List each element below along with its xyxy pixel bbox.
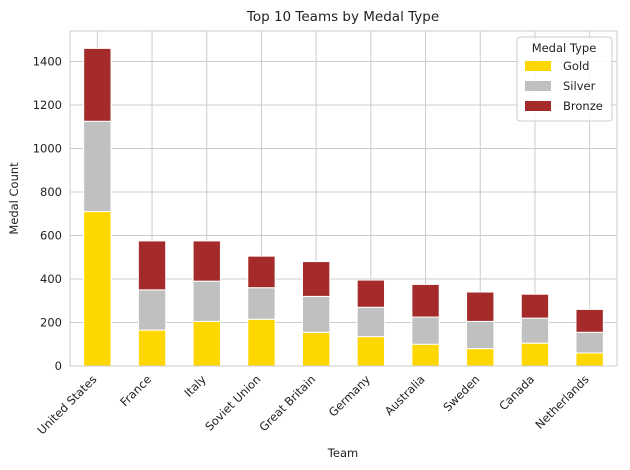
legend-swatch-bronze [525, 101, 551, 111]
bar-segment-gold [520, 342, 550, 367]
legend-box [516, 36, 613, 122]
y-tick-label: 600 [40, 228, 62, 242]
legend-swatch-silver [525, 81, 551, 91]
bar-segment-bronze [575, 308, 604, 333]
bar-segment-bronze [247, 255, 276, 289]
bar-segment-silver [411, 316, 440, 345]
bar-segment-silver [137, 289, 167, 331]
x-tick-label: Soviet Union [202, 372, 263, 433]
bar-segment-gold [575, 352, 604, 367]
legend-label: Bronze [563, 99, 603, 113]
bar-segment-bronze [137, 240, 167, 291]
bar-segment-silver [575, 331, 604, 354]
legend-swatch-gold [525, 61, 551, 71]
bar-segment-bronze [83, 47, 112, 122]
x-tick-label: France [117, 372, 154, 409]
plot-frame [69, 30, 618, 367]
bar-segment-gold [411, 343, 440, 367]
bar-segment-gold [247, 318, 276, 367]
bars [83, 47, 604, 367]
y-tick-label: 0 [55, 359, 62, 373]
y-axis-title: Medal Count [7, 162, 21, 235]
bar-segment-silver [356, 306, 386, 338]
x-tick-label: Great Britain [256, 372, 318, 434]
bar-segment-gold [137, 329, 167, 367]
bar-segment-gold [356, 336, 386, 367]
legend-label: Silver [563, 79, 596, 93]
bar-segment-silver [83, 120, 112, 213]
bar-segment-gold [466, 348, 495, 367]
x-axis-title: Team [327, 446, 358, 460]
bar-segment-bronze [356, 279, 386, 308]
x-tick-label: Canada [496, 372, 537, 413]
bar-segment-silver [301, 295, 331, 333]
bar-segment-gold [301, 331, 331, 367]
y-tick-label: 400 [40, 272, 62, 286]
bar-segment-silver [466, 320, 495, 350]
x-tick-label: Italy [181, 372, 209, 400]
bar-segment-bronze [192, 240, 221, 282]
y-tick-label: 1400 [33, 54, 62, 68]
y-tick-label: 200 [40, 315, 62, 329]
x-tick-label: Sweden [440, 372, 482, 414]
legend-title: Medal Type [532, 41, 597, 55]
y-tick-label: 1200 [33, 98, 62, 112]
legend-label: Gold [563, 59, 589, 73]
bar-segment-gold [83, 211, 112, 367]
bar-segment-silver [520, 317, 550, 344]
x-tick-label: Australia [382, 372, 428, 418]
bar-segment-bronze [520, 293, 550, 319]
bar-segment-bronze [466, 291, 495, 322]
bar-segment-bronze [411, 283, 440, 318]
x-tick-label: United States [35, 372, 100, 437]
y-tick-label: 1000 [33, 141, 62, 155]
bar-segment-gold [192, 320, 221, 367]
bar-segment-silver [192, 280, 221, 322]
y-axis-ticks: 0 200 400 600 800 1000 1200 1400 [33, 54, 62, 373]
bar-segment-silver [247, 287, 276, 320]
bar-segment-bronze [301, 261, 331, 297]
y-tick-label: 800 [40, 185, 62, 199]
x-tick-label: Germany [326, 372, 373, 419]
chart-title: Top 10 Teams by Medal Type [246, 9, 439, 25]
x-tick-label: Netherlands [532, 372, 591, 431]
legend: Medal Type Gold Silver Bronze [516, 36, 613, 122]
